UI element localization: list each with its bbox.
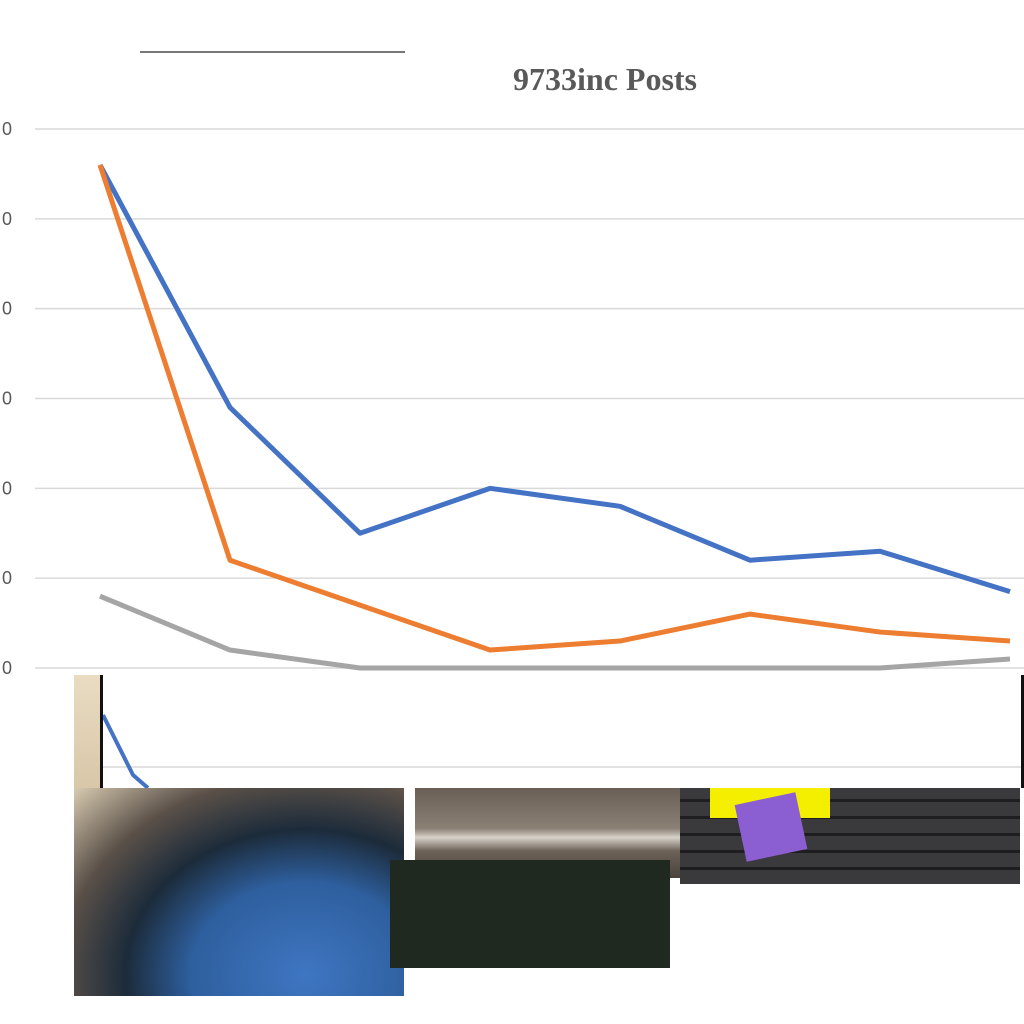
y-tick-labels: 0 0 0 0 0 0 0	[2, 119, 12, 678]
chart-title: 9733inc Posts	[513, 61, 697, 97]
series-line-2	[97, 164, 1011, 653]
brick-wall-photo	[680, 788, 1020, 884]
y-tick-label: 0	[2, 658, 12, 678]
y-tick-label: 0	[2, 299, 12, 319]
y-tick-label: 0	[2, 209, 12, 229]
handwritten-note-photo	[74, 675, 104, 790]
y-tick-label: 0	[2, 478, 12, 498]
chart-fragment-panel	[100, 675, 1024, 788]
series-lines	[97, 163, 1011, 671]
painted-mural-photo	[74, 788, 404, 996]
series-line-1	[97, 163, 1011, 595]
chart-fragment	[103, 714, 1021, 788]
dark-texture-photo	[390, 860, 670, 968]
fragment-series-line	[103, 714, 150, 788]
y-tick-label: 0	[2, 568, 12, 588]
y-tick-label: 0	[2, 119, 12, 139]
y-tick-label: 0	[2, 389, 12, 409]
series-line-3	[99, 593, 1011, 671]
purple-paper-shape	[734, 792, 808, 862]
gridlines	[35, 128, 1024, 669]
